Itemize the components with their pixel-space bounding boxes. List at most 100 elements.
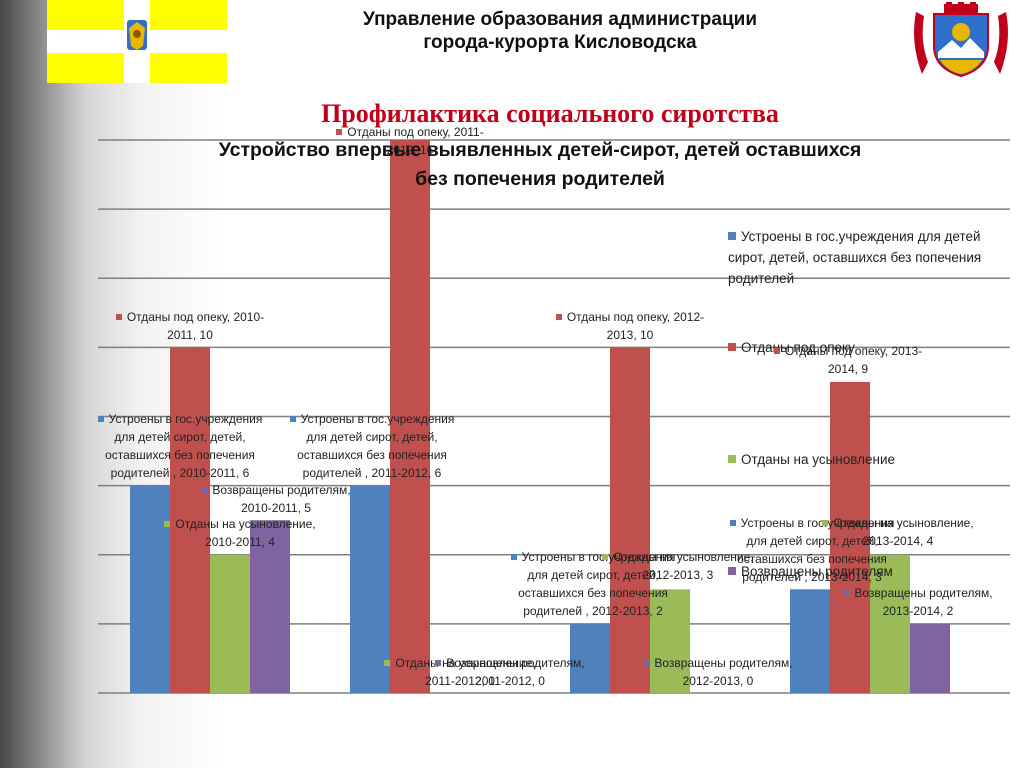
data-label-text: Возвращены родителям, xyxy=(212,483,351,497)
data-label-line: Отданы на усыновление, xyxy=(360,654,560,672)
data-label-line: для детей сирот, детей, xyxy=(712,532,912,550)
data-label-line: Возвращены родителям, xyxy=(618,654,818,672)
data-label-line: для детей сирот, детей, xyxy=(493,566,693,584)
legend-swatch-blue xyxy=(728,232,736,240)
data-label-swatch xyxy=(643,660,650,666)
data-label-swatch xyxy=(164,521,171,527)
data-label-line: оставшихся без попечения xyxy=(272,446,472,464)
data-label-line: 2010-2011, 4 xyxy=(140,533,340,551)
legend-item-returned: Возвращены родителям xyxy=(728,561,988,582)
data-label-swatch xyxy=(435,660,442,666)
slide-subtitle: Профилактика социального сиротства xyxy=(321,99,779,128)
data-label-line: Отданы под опеку, 2012- xyxy=(530,308,730,326)
kislovodsk-coat-of-arms-icon xyxy=(914,2,1008,78)
data-label-text: родителей , 2012-2013, 2 xyxy=(523,604,663,618)
data-label-line: Устроены в гос.учреждения xyxy=(272,410,472,428)
data-label-line: Устроены в гос.учреждения xyxy=(712,514,912,532)
data-label-line: Отданы на усыновление, xyxy=(578,548,778,566)
data-label-swatch xyxy=(289,416,296,422)
data-label-text: 2012, 16 xyxy=(386,143,434,157)
label-returned-2013-2014: Возвращены родителям, 2013-2014, 2 xyxy=(818,584,1018,620)
data-label-line: Устроены в гос.учреждения xyxy=(493,548,693,566)
data-label-text: 2010-2011, 4 xyxy=(205,535,275,549)
bar-institutions-2013-2014 xyxy=(790,589,830,693)
label-adoption-2011-2012: Отданы на усыновление, 2011-2012, 0 xyxy=(360,654,560,690)
label-institutions-2012-2013: Устроены в гос.учреждения для детей сирот… xyxy=(493,548,693,620)
data-label-text: 2011, 10 xyxy=(167,328,213,342)
data-label-line: 2014, 9 xyxy=(748,360,948,378)
label-guardianship-2013-2014: Отданы под опеку, 2013- 2014, 9 xyxy=(748,342,948,378)
stavropol-flag-icon xyxy=(47,0,227,83)
data-label-line: оставшихся без попечения xyxy=(712,550,912,568)
data-label-swatch xyxy=(201,487,208,493)
data-label-text: Устроены в гос.учреждения xyxy=(521,550,676,564)
data-label-text: Отданы на усыновление, xyxy=(613,550,754,564)
data-label-line: родителей , 2012-2013, 2 xyxy=(493,602,693,620)
data-label-line: родителей , 2010-2011, 6 xyxy=(80,464,280,482)
data-label-text: 2013-2014, 2 xyxy=(882,604,954,618)
data-label-line: оставшихся без попечения xyxy=(493,584,693,602)
data-label-text: Устроены в гос.учреждения xyxy=(108,412,263,426)
data-label-text: Отданы под опеку, 2011- xyxy=(347,125,484,139)
data-label-line: для детей сирот, детей, xyxy=(80,428,280,446)
data-label-text: для детей сирот, детей, xyxy=(527,568,659,582)
data-label-text: Отданы на усыновление, xyxy=(833,516,974,530)
data-label-swatch xyxy=(843,590,850,596)
data-label-line: Возвращены родителям, xyxy=(176,481,376,499)
data-label-line: Устроены в гос.учреждения xyxy=(80,410,280,428)
header-organization-line2: города-курорта Кисловодска xyxy=(423,32,697,53)
chart-title-line1: Устройство впервые выявленных детей-сиро… xyxy=(218,139,862,161)
legend-item-guardianship: Отданы под опеку xyxy=(728,337,988,358)
bar-adoption-2012-2013 xyxy=(650,589,690,693)
data-label-text: Возвращены родителям, xyxy=(854,586,993,600)
legend-swatch-purple xyxy=(728,567,736,575)
data-label-line: 2013, 10 xyxy=(530,326,730,344)
data-label-line: 2012, 16 xyxy=(310,141,510,159)
legend-label-adoption: Отданы на усыновление xyxy=(741,452,896,467)
data-label-text: Возвращены родителям, xyxy=(446,656,585,670)
bar-guardianship-2013-2014 xyxy=(830,381,870,693)
data-label-line: 2013-2014, 2 xyxy=(818,602,1018,620)
data-label-text: 2010-2011, 5 xyxy=(241,501,311,515)
bar-adoption-2010-2011 xyxy=(210,554,250,693)
data-label-line: 2011, 10 xyxy=(90,326,290,344)
label-returned-2010-2011: Возвращены родителям, 2010-2011, 5 xyxy=(176,481,376,517)
data-label-text: Возвращены родителям, xyxy=(654,656,793,670)
data-label-line: оставшихся без попечения xyxy=(80,446,280,464)
legend-label-returned: Возвращены родителям xyxy=(741,564,893,579)
data-label-text: Отданы на усыновление, xyxy=(395,656,536,670)
data-label-text: Отданы под опеку, 2010- xyxy=(126,310,265,324)
label-guardianship-2012-2013: Отданы под опеку, 2012- 2013, 10 xyxy=(530,308,730,344)
bar-returned-2013-2014 xyxy=(910,623,950,693)
chart-bars xyxy=(130,140,950,693)
data-label-swatch xyxy=(773,348,780,354)
legend-label-guardianship: Отданы под опеку xyxy=(741,340,855,355)
data-label-text: оставшихся без попечения xyxy=(518,586,668,600)
label-returned-2011-2012: Возвращены родителям, 2011-2012, 0 xyxy=(410,654,610,690)
data-label-swatch xyxy=(510,554,517,560)
data-label-text: оставшихся без попечения xyxy=(737,552,887,566)
data-label-text: 2014, 9 xyxy=(827,362,869,376)
chart-title: Устройство впервые выявленных детей-сиро… xyxy=(160,136,920,194)
data-label-swatch xyxy=(115,314,122,320)
data-label-text: 2012-2013, 3 xyxy=(642,568,714,582)
label-adoption-2013-2014: Отданы на усыновление, 2013-2014, 4 xyxy=(798,514,998,550)
data-label-text: Отданы на усыновление, xyxy=(175,517,316,531)
data-label-line: 2010-2011, 5 xyxy=(176,499,376,517)
data-label-swatch xyxy=(555,314,562,320)
data-label-text: 2013, 10 xyxy=(606,328,654,342)
data-label-swatch xyxy=(602,554,609,560)
data-label-line: 2011-2012, 0 xyxy=(410,672,610,690)
data-label-text: 2013-2014, 4 xyxy=(862,534,934,548)
data-label-text: оставшихся без попечения xyxy=(105,448,255,462)
label-guardianship-2010-2011: Отданы под опеку, 2010- 2011, 10 xyxy=(90,308,290,344)
data-label-line: Отданы под опеку, 2011- xyxy=(310,123,510,141)
legend-item-institutions: Устроены в гос.учреждения для детей сиро… xyxy=(728,226,988,289)
label-guardianship-2011-2012: Отданы под опеку, 2011- 2012, 16 xyxy=(310,123,510,159)
data-label-text: 2012-2013, 0 xyxy=(682,674,754,688)
header-organization-line1: Управление образования администрации xyxy=(362,9,757,30)
bar-guardianship-2010-2011 xyxy=(170,347,210,693)
data-label-swatch xyxy=(729,520,736,526)
data-label-text: родителей , 2011-2012, 6 xyxy=(302,466,442,480)
